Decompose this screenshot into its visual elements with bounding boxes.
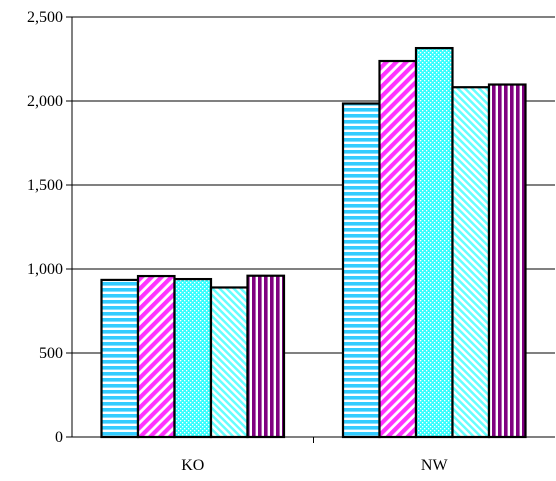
y-tick-label: 0 <box>55 429 63 446</box>
bar-nw-series-2 <box>378 59 418 439</box>
bar-ko-series-4 <box>209 286 249 439</box>
y-tick-label: 500 <box>39 345 63 362</box>
bar-ko-series-1 <box>100 278 140 439</box>
y-tick-label: 1,500 <box>27 177 63 194</box>
x-category-label: KO <box>181 457 204 474</box>
axes <box>66 16 555 443</box>
bar-nw-series-1 <box>341 102 381 439</box>
y-tick-label: 2,500 <box>27 9 63 26</box>
bar-ko-series-2 <box>136 274 176 439</box>
bar-ko-series-5 <box>246 274 286 439</box>
bar-nw-series-5 <box>487 83 527 439</box>
bars <box>100 46 527 439</box>
y-tick-label: 1,000 <box>27 261 63 278</box>
bar-nw-series-3 <box>414 46 454 439</box>
bar-nw-series-4 <box>451 86 491 439</box>
y-tick-label: 2,000 <box>27 93 63 110</box>
axis-labels: 0 500 1,000 1,500 2,000 2,500 KO NW <box>27 9 448 474</box>
bar-ko-series-3 <box>173 277 213 439</box>
x-category-label: NW <box>421 457 449 474</box>
